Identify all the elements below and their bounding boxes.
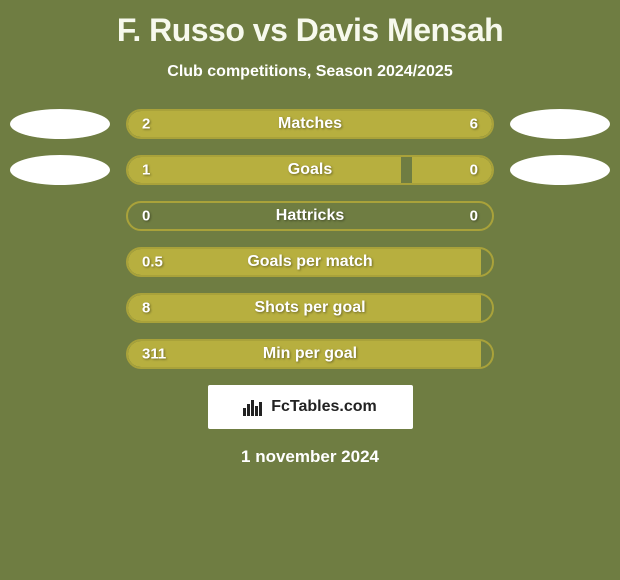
stat-bar: Shots per goal 8	[126, 293, 494, 323]
stat-value-left: 8	[142, 300, 150, 317]
team-logo-right	[510, 109, 610, 139]
stat-bar: Hattricks 0 0	[126, 201, 494, 231]
stat-row: Min per goal 311	[10, 339, 610, 369]
bar-fill-left	[128, 111, 208, 137]
bar-fill-right	[412, 157, 492, 183]
watermark-badge: FcTables.com	[208, 385, 413, 429]
stat-row: Goals 1 0	[10, 155, 610, 185]
stat-value-left: 2	[142, 116, 150, 133]
stat-label: Goals per match	[247, 253, 372, 271]
stat-value-left: 0	[142, 208, 150, 225]
stat-row: Matches 2 6	[10, 109, 610, 139]
comparison-card: F. Russo vs Davis Mensah Club competitio…	[0, 0, 620, 580]
bar-fill-right	[208, 111, 492, 137]
stat-value-right: 0	[470, 162, 478, 179]
stat-value-left: 1	[142, 162, 150, 179]
stat-bar: Min per goal 311	[126, 339, 494, 369]
stat-row: Goals per match 0.5	[10, 247, 610, 277]
stats-area: Matches 2 6 Goals 1 0 Hattricks 0 0 Goals per mat…	[0, 109, 620, 369]
footer-date: 1 november 2024	[0, 447, 620, 467]
stat-bar: Goals per match 0.5	[126, 247, 494, 277]
stat-bar: Matches 2 6	[126, 109, 494, 139]
team-logo-left	[10, 109, 110, 139]
subtitle: Club competitions, Season 2024/2025	[0, 63, 620, 81]
stat-row: Shots per goal 8	[10, 293, 610, 323]
team-logo-right	[510, 155, 610, 185]
stat-bar: Goals 1 0	[126, 155, 494, 185]
stat-label: Goals	[288, 161, 332, 179]
stat-row: Hattricks 0 0	[10, 201, 610, 231]
stat-label: Hattricks	[276, 207, 344, 225]
stat-label: Min per goal	[263, 345, 357, 363]
stat-value-right: 0	[470, 208, 478, 225]
stat-label: Matches	[278, 115, 342, 133]
chart-bars-icon	[243, 398, 265, 416]
page-title: F. Russo vs Davis Mensah	[0, 0, 620, 49]
team-logo-left	[10, 155, 110, 185]
bar-fill-left	[128, 157, 401, 183]
stat-label: Shots per goal	[254, 299, 365, 317]
stat-value-left: 0.5	[142, 254, 163, 271]
stat-value-right: 6	[470, 116, 478, 133]
stat-value-left: 311	[142, 346, 166, 363]
watermark-text: FcTables.com	[271, 398, 377, 416]
